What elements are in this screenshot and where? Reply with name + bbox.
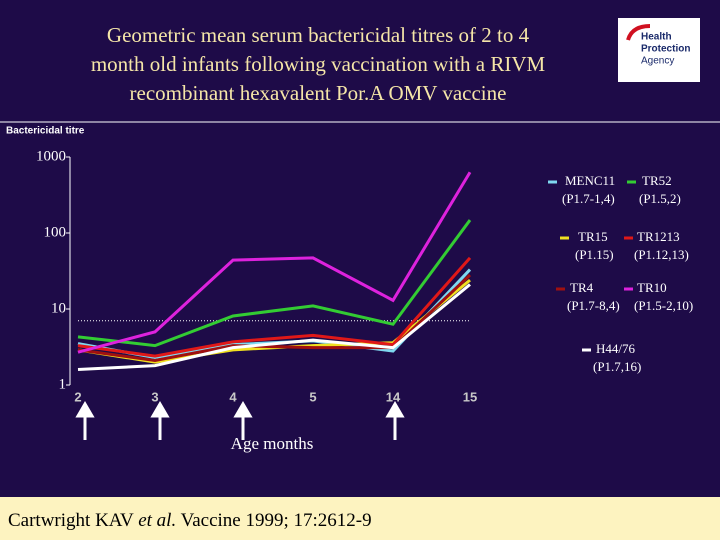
legend-label: TR10 [637,280,667,295]
y-tick-label: 10 [51,300,66,316]
x-axis-label: Age months [231,434,314,453]
legend-label: TR4 [570,280,594,295]
legend-sublabel: (P1.12,13) [634,247,689,262]
logo-text: Agency [641,56,674,67]
series-line [77,171,472,354]
logo-swoosh [626,24,651,41]
series-line [77,273,472,363]
title-line: month old infants following vaccination … [91,52,546,76]
legend-label: TR52 [642,173,672,188]
y-tick-label: 100 [44,224,67,240]
x-tick-label: 14 [386,389,401,404]
y-axis-label: Bactericidal titre [6,126,85,137]
legend-sublabel: (P1.7-1,4) [562,191,615,206]
legend-sublabel: (P1.5-2,10) [634,298,693,313]
legend-sublabel: (P1.15) [575,247,614,262]
citation-part: Cartwright KAV [8,510,138,531]
citation-box [0,497,720,540]
series-line [77,256,472,358]
logo-text: Protection [641,44,690,55]
legend-sublabel: (P1.7-8,4) [567,298,620,313]
legend-label: TR15 [578,229,608,244]
legend-sublabel: (P1.7,16) [593,359,641,374]
legend-label: TR1213 [637,229,680,244]
y-tick-label: 1000 [36,148,66,164]
series-line [77,219,472,348]
x-tick-label: 5 [309,389,316,404]
legend-label: H44/76 [596,341,636,356]
x-tick-label: 4 [229,389,237,404]
citation-part: Vaccine 1999; 17:2612-9 [176,510,371,531]
logo-text: Health [641,32,672,43]
title-line: Geometric mean serum bactericidal titres… [107,23,530,47]
legend-label: MENC11 [565,173,615,188]
legend-sublabel: (P1.5,2) [639,191,681,206]
title-line: recombinant hexavalent Por.A OMV vaccine [130,81,507,105]
dose-arrows [75,401,405,440]
series-line [77,283,471,371]
x-tick-label: 2 [74,389,81,404]
logo-box [618,18,700,82]
citation: Cartwright KAV et al. Vaccine 1999; 17:2… [8,510,372,531]
citation-part: et al. [138,510,176,531]
logo: Health Protection Agency [618,18,700,82]
x-tick-label: 15 [463,389,477,404]
x-tick-label: 3 [151,389,158,404]
y-tick-label: 1 [59,376,67,392]
